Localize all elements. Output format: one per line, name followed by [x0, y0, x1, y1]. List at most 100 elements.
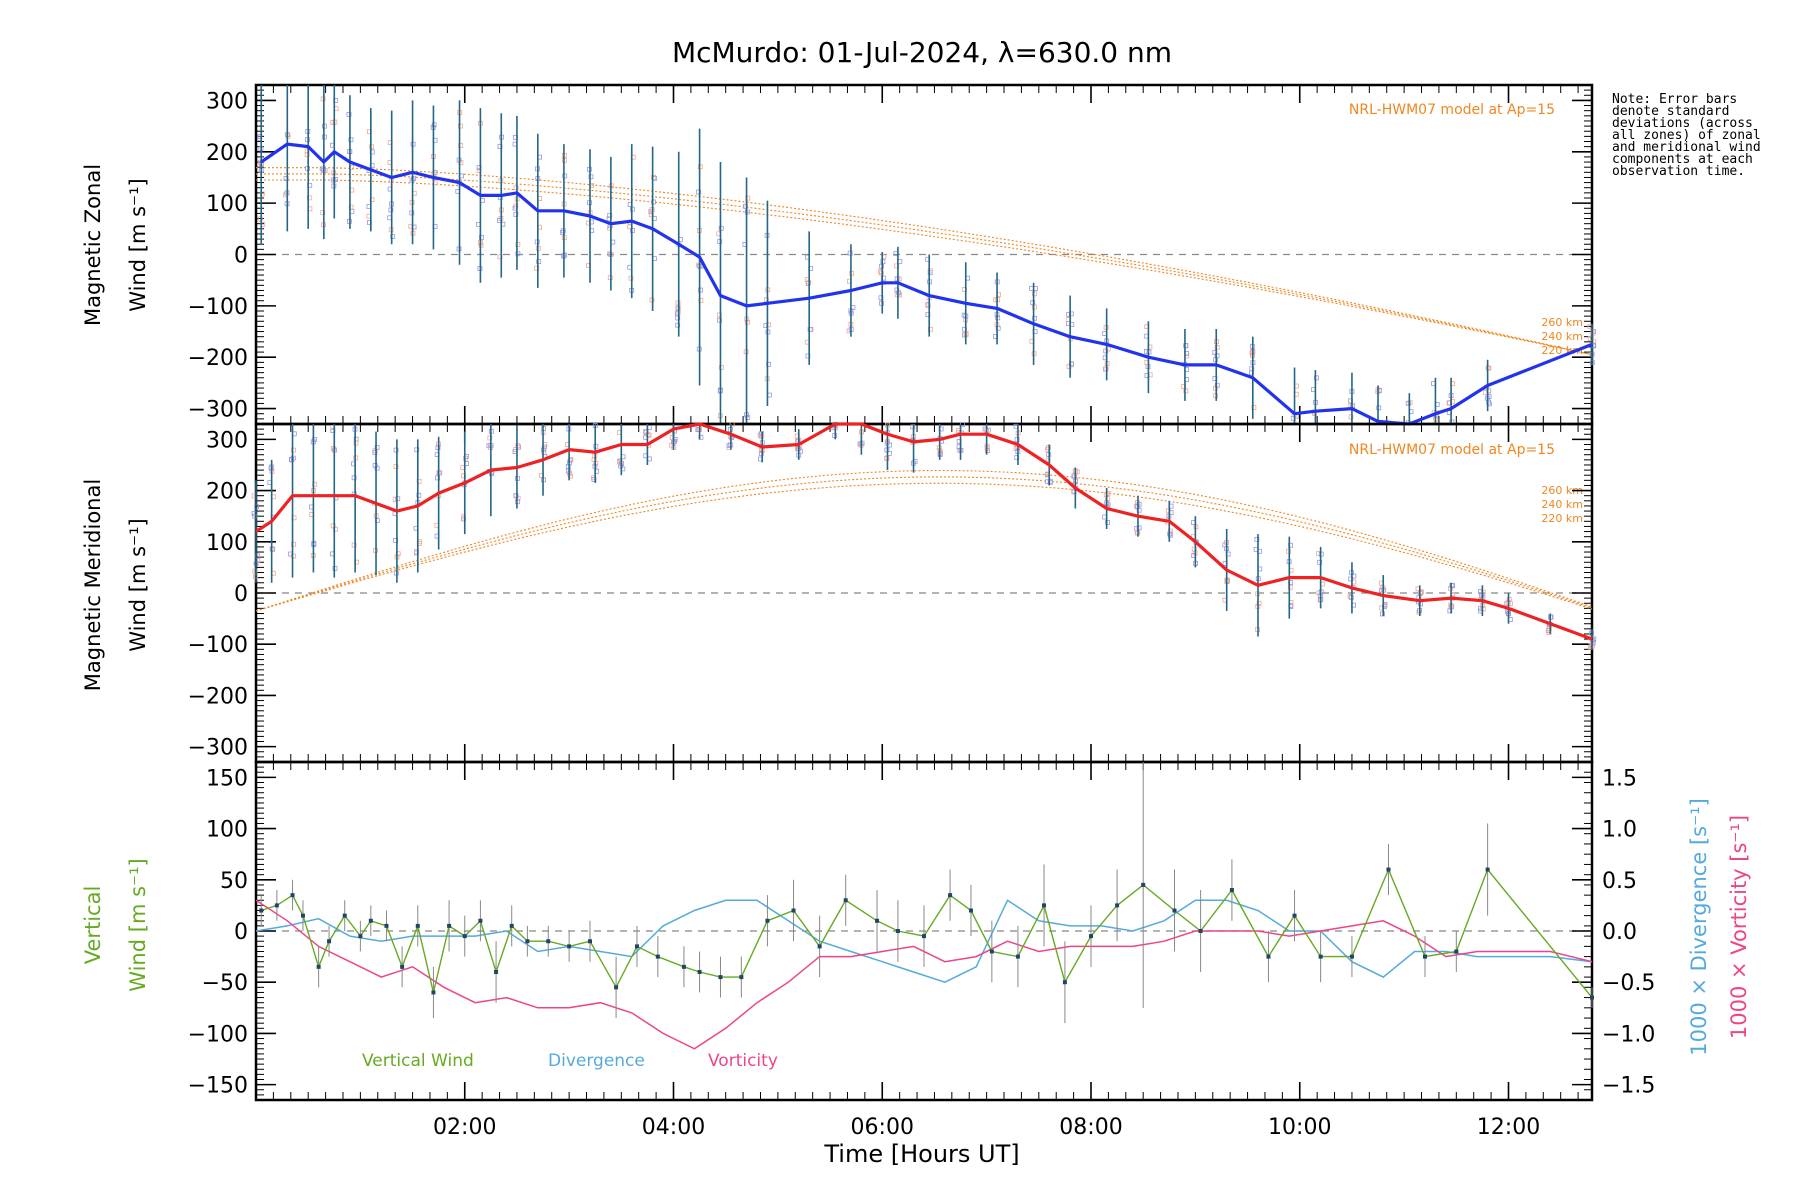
vertical-wind-point: [259, 908, 264, 913]
vertical-wind-point: [400, 964, 405, 969]
vert-ytick-label: 0: [234, 920, 248, 945]
zonal-zone-sample: [1314, 375, 1319, 381]
merid-zone-sample: [1478, 593, 1484, 599]
merid-ytick-label: 100: [206, 531, 248, 556]
zonal-zone-sample: [1030, 300, 1036, 306]
merid-zone-sample: [270, 546, 276, 552]
merid-zone-sample: [758, 451, 764, 457]
vertical-wind-point: [1062, 980, 1067, 985]
zonal-zone-sample: [478, 235, 484, 240]
vert-y2tick-label: −0.5: [1602, 971, 1655, 996]
vertical-wind-point: [697, 969, 702, 974]
zonal-zone-sample: [562, 252, 568, 258]
zonal-zone-sample: [894, 263, 900, 269]
vertical-wind-point: [989, 949, 994, 954]
zonal-zone-sample: [304, 148, 310, 154]
zonal-zone-sample: [513, 185, 519, 191]
vertical-wind-point: [368, 918, 373, 923]
zonal-zone-sample: [1405, 400, 1411, 406]
merid-zone-sample: [291, 447, 296, 453]
merid-zone-sample: [330, 446, 336, 451]
merid-zone-sample: [252, 513, 258, 519]
vert-y2tick-label: 1.0: [1602, 818, 1637, 843]
merid-zone-sample: [513, 493, 519, 499]
vert-y2tick-label: −1.0: [1602, 1022, 1655, 1047]
zonal-zone-sample: [696, 262, 701, 268]
vertical-wind-point: [327, 939, 332, 944]
vertical-wind-point: [316, 964, 321, 969]
vertical-wind-point: [447, 923, 452, 928]
vertical-wind-point: [1141, 882, 1146, 887]
zonal-zone-sample: [306, 195, 312, 201]
zonal-zone-sample: [332, 176, 338, 182]
zonal-zone-sample: [1183, 388, 1189, 394]
vertical-wind-point: [681, 964, 686, 969]
x-tick-label: 08:00: [1059, 1115, 1122, 1140]
zonal-zone-sample: [1213, 385, 1218, 391]
zonal-zone-sample: [1249, 350, 1255, 356]
vertical-wind-point: [358, 934, 363, 939]
vertical-wind-point: [1386, 867, 1391, 872]
zonal-zone-sample: [257, 216, 263, 222]
zonal-series-line: [260, 142, 1593, 426]
vertical-wind-point: [1115, 903, 1120, 908]
zonal-model-curve: [256, 167, 1593, 356]
merid-zone-sample: [435, 475, 440, 481]
vertical-wind-point: [342, 913, 347, 918]
zonal-zone-sample: [995, 325, 1001, 331]
vertical-wind-point: [968, 908, 973, 913]
vertical-wind-point: [1089, 934, 1093, 939]
chart-title: McMurdo: 01-Jul-2024, λ=630.0 nm: [672, 36, 1172, 69]
vertical-wind-point: [1423, 954, 1427, 959]
x-tick-label: 10:00: [1268, 1115, 1331, 1140]
error-bar-note: Note: Error bars denote standard deviati…: [1612, 92, 1761, 179]
vertical-wind-point: [791, 908, 796, 913]
vertical-wind-point: [655, 954, 660, 959]
zonal-ytick-label: 100: [206, 192, 248, 217]
x-tick-label: 02:00: [433, 1115, 496, 1140]
zonal-zone-sample: [458, 123, 463, 129]
vertical-wind-point: [875, 918, 880, 923]
merid-model-curve: [255, 476, 1593, 612]
zonal-zone-sample: [698, 287, 703, 293]
vertical-wind-point: [1198, 929, 1203, 933]
vert-ytick-label: −150: [188, 1074, 248, 1099]
merid-zone-sample: [565, 464, 571, 469]
vertical-wind-point: [462, 934, 467, 939]
vertical-wind-point: [817, 944, 822, 949]
merid-zone-sample: [291, 541, 297, 547]
zonal-zone-sample: [1249, 366, 1255, 372]
zonal-zone-sample: [763, 297, 769, 303]
vert-y2tick-label: 1.5: [1602, 766, 1637, 791]
merid-zone-sample: [1288, 580, 1293, 585]
vorticity-axis-label: 1000 × Vorticity [s⁻¹]: [1727, 815, 1751, 1039]
vertical-wind-point: [415, 923, 420, 928]
zonal-model-height-0: 260 km: [1541, 316, 1583, 329]
zonal-wind-panel: Magnetic Zonal Wind [m s⁻¹] NRL-HWM07 mo…: [81, 83, 1597, 426]
merid-zone-sample: [1256, 600, 1262, 606]
merid-ylabel-line1: Magnetic Meridional: [81, 479, 105, 691]
vertical-wind-point: [922, 934, 926, 939]
merid-model-curve: [255, 482, 1593, 612]
merid-zone-sample: [1317, 559, 1323, 565]
vertical-wind-point: [1229, 888, 1234, 893]
merid-zone-sample: [567, 457, 573, 463]
vertical-wind-point: [1349, 954, 1354, 959]
zonal-zone-sample: [716, 312, 722, 318]
merid-zone-sample: [393, 464, 399, 470]
vorticity-line: [255, 899, 1593, 1050]
vertical-wind-point: [588, 939, 592, 944]
vert-ytick-label: 50: [220, 869, 248, 894]
zonal-zone-sample: [513, 211, 519, 217]
vertical-wind-point: [274, 903, 279, 908]
zonal-zone-sample: [896, 290, 902, 296]
merid-zone-sample: [353, 440, 359, 446]
merid-zone-sample: [1105, 496, 1110, 501]
vertical-wind-point: [895, 929, 900, 933]
merid-zone-sample: [372, 463, 378, 468]
vertical-wind-point: [300, 913, 305, 918]
zonal-ylabel-line2: Wind [m s⁻¹]: [126, 178, 150, 311]
merid-zone-sample: [289, 457, 294, 463]
vertical-wind-point: [384, 923, 389, 928]
merid-ytick-label: −100: [188, 633, 248, 658]
